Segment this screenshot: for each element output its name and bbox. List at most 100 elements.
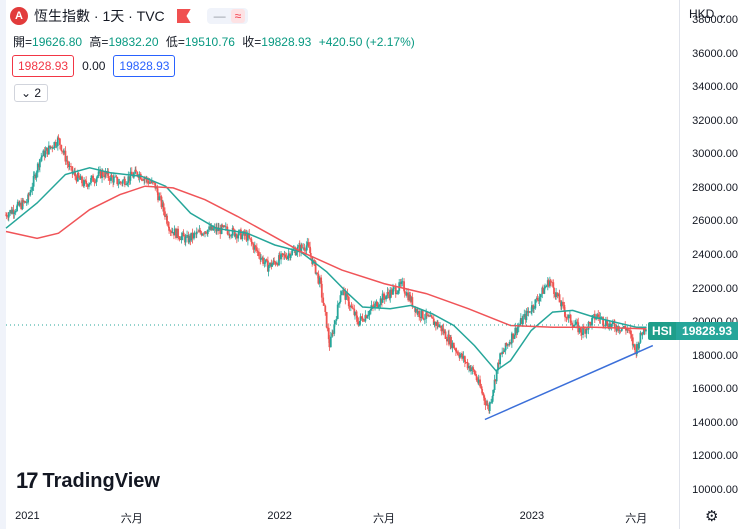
price-axis-border xyxy=(679,0,680,529)
candle-body xyxy=(251,242,253,244)
collapse-indicators-button[interactable]: ⌄ 2 xyxy=(14,84,49,102)
candle-body xyxy=(20,202,23,209)
y-tick-label: 18000.00 xyxy=(692,349,738,362)
currency-selector[interactable]: HKD ⌄ xyxy=(689,7,728,21)
candle-body xyxy=(86,184,89,187)
candle-body xyxy=(29,192,32,196)
candle-body xyxy=(597,314,600,317)
candle-body xyxy=(591,318,593,326)
candle-body xyxy=(381,293,384,303)
candle-body xyxy=(571,322,573,325)
candle-body xyxy=(84,180,87,181)
candle-body xyxy=(454,348,457,352)
candle-body xyxy=(565,317,568,318)
candle-body xyxy=(491,396,494,403)
flag-icon[interactable] xyxy=(176,9,191,23)
candle-body xyxy=(392,287,395,289)
candle-body xyxy=(284,254,287,258)
y-tick-label: 24000.00 xyxy=(692,249,738,262)
candle-body xyxy=(434,322,437,326)
candle-body xyxy=(631,337,634,346)
candle-body xyxy=(249,237,251,239)
candle-body xyxy=(152,182,155,184)
candle-body xyxy=(237,230,240,236)
candle-body xyxy=(488,402,491,412)
minus-icon[interactable]: — xyxy=(213,9,226,23)
settings-icon[interactable]: ⚙ xyxy=(705,508,719,525)
candle-body xyxy=(59,138,61,145)
candle-body xyxy=(584,328,587,334)
ma-short-value[interactable]: 19828.93 xyxy=(113,55,176,77)
ma-long-value[interactable]: 19828.93 xyxy=(12,55,75,77)
candle-body xyxy=(444,331,447,339)
x-tick-label: 六月 xyxy=(625,513,648,525)
candle-body xyxy=(630,334,633,338)
ma_short-line xyxy=(5,167,647,372)
y-tick-label: 12000.00 xyxy=(692,450,738,463)
candle-body xyxy=(433,322,436,325)
candle-body xyxy=(338,301,341,304)
candle-body xyxy=(219,227,222,234)
candle-body xyxy=(309,252,312,257)
candle-body xyxy=(61,150,63,152)
candle-body xyxy=(143,178,146,181)
candle-body xyxy=(641,334,644,336)
candle-body xyxy=(74,172,77,177)
candle-body xyxy=(336,304,339,320)
candle-body xyxy=(532,305,535,309)
candle-body xyxy=(450,336,452,348)
candle-body xyxy=(250,238,253,243)
candle-body xyxy=(363,320,365,322)
candle-body xyxy=(611,321,614,325)
candle-body xyxy=(77,172,80,178)
candle-body xyxy=(68,166,71,168)
candle-body xyxy=(534,299,537,309)
candle-body xyxy=(5,214,8,217)
candle-body xyxy=(264,259,267,263)
candle-body xyxy=(544,286,546,289)
indicator-pill[interactable]: — ≈ xyxy=(206,8,249,24)
candle-body xyxy=(273,260,276,263)
candle-body xyxy=(555,292,557,297)
candle-body xyxy=(7,213,10,218)
candle-body xyxy=(50,146,52,148)
candle-body xyxy=(313,260,316,262)
candle-body xyxy=(158,196,161,201)
candle-body xyxy=(452,342,455,348)
candle-body xyxy=(358,320,361,326)
candle-body xyxy=(188,235,191,243)
candle-body xyxy=(420,309,423,319)
candle-body xyxy=(553,287,555,295)
candle-body xyxy=(171,232,174,233)
candle-body xyxy=(560,301,563,307)
candle-body xyxy=(345,293,347,300)
candle-body xyxy=(335,319,338,321)
candle-body xyxy=(226,226,229,231)
close-label: 收= xyxy=(242,35,262,49)
candle-body xyxy=(367,315,370,317)
candle-body xyxy=(108,178,111,181)
candle-body xyxy=(295,252,298,256)
candle-body xyxy=(418,311,421,318)
y-tick-label: 36000.00 xyxy=(692,47,738,60)
tradingview-watermark[interactable]: 17 TradingView xyxy=(16,468,160,494)
candle-body xyxy=(246,233,249,241)
candle-body xyxy=(149,182,152,184)
candle-body xyxy=(510,333,513,344)
candle-body xyxy=(513,334,516,339)
candle-body xyxy=(88,182,91,185)
candle-body xyxy=(320,283,323,298)
candle-body xyxy=(94,181,97,183)
candle-body xyxy=(365,315,367,319)
wave-icon[interactable]: ≈ xyxy=(230,9,246,23)
candle-body xyxy=(357,321,360,326)
candle-body xyxy=(416,311,419,314)
candle-body xyxy=(255,247,258,251)
chart-title[interactable]: 恆生指數 · 1天 · TVC xyxy=(34,8,165,24)
candle-body xyxy=(385,295,387,300)
candle-body xyxy=(455,351,458,353)
candle-body xyxy=(479,379,481,387)
candle-body xyxy=(563,304,566,312)
candle-body xyxy=(470,369,472,372)
